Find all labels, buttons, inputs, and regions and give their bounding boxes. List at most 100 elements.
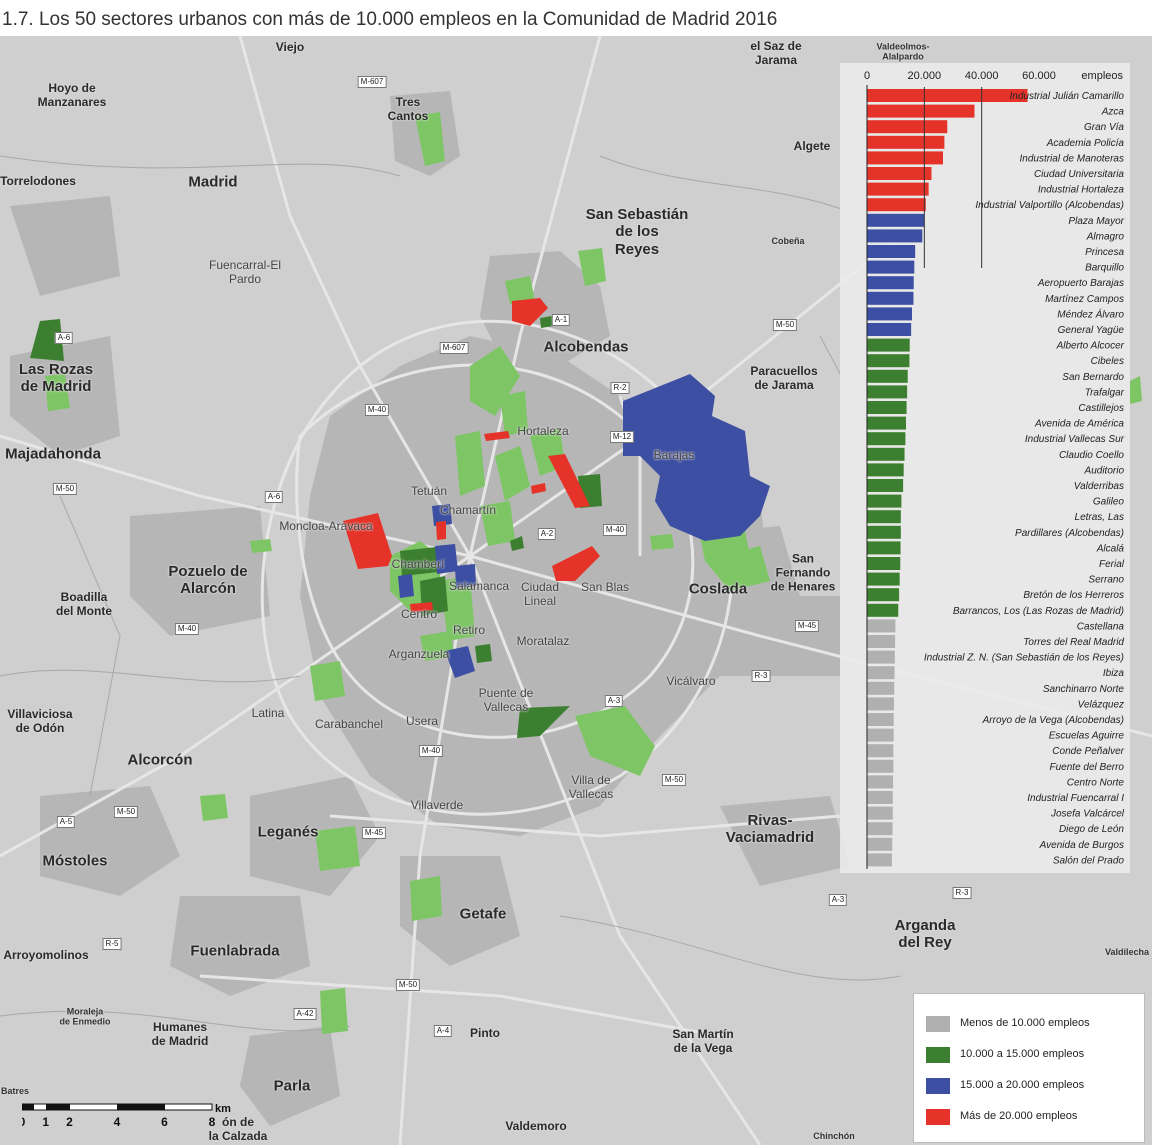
bar	[867, 619, 896, 633]
place-label: Arganzuela	[388, 647, 450, 662]
bar	[867, 104, 975, 118]
place-label: San Martín de la Vega	[672, 1027, 734, 1055]
bar-label: General Yagüe	[1058, 325, 1125, 336]
place-label: Alcobendas	[543, 338, 629, 356]
place-label: Usera	[405, 714, 439, 729]
place-label: Latina	[251, 706, 285, 721]
bar-label: Trafalgar	[1085, 387, 1125, 398]
road-shield: M-50	[395, 979, 421, 991]
legend-label: 10.000 a 15.000 empleos	[960, 1048, 1085, 1060]
bar	[867, 182, 929, 196]
place-label: Chamartín	[439, 503, 497, 518]
place-label: Valdeolmos- Alalpardo	[876, 41, 930, 62]
place-label: Salamanca	[448, 579, 510, 594]
x-tick-label: 0	[864, 70, 870, 82]
bar	[867, 245, 916, 258]
place-label: Arganda del Rey	[894, 916, 956, 951]
place-label: Fuencarral-El Pardo	[208, 258, 282, 286]
legend-label: 15.000 a 20.000 empleos	[960, 1079, 1085, 1091]
bar	[867, 89, 1028, 102]
bar-label: Serrano	[1088, 575, 1124, 586]
place-label: Cobeña	[771, 235, 805, 246]
place-label: Moraleja de Enmedio	[59, 1006, 111, 1027]
place-label: Torrelodones	[0, 174, 76, 189]
place-label: San Fernando de Henares	[770, 551, 836, 593]
place-label: Leganés	[257, 823, 319, 841]
bar-label: Bretón de los Herreros	[1023, 590, 1124, 601]
bar	[867, 167, 932, 180]
road-shield: M-45	[794, 620, 820, 632]
place-label: Humanes de Madrid	[151, 1020, 209, 1048]
base-map	[0, 36, 1152, 1145]
bar-label: Barquillo	[1085, 263, 1124, 274]
map-title: 1.7. Los 50 sectores urbanos con más de …	[0, 0, 1152, 36]
place-label: Moratalaz	[516, 634, 570, 649]
bar	[867, 385, 908, 399]
bar	[867, 666, 895, 680]
bar	[867, 822, 893, 836]
bar-label: Letras, Las	[1075, 512, 1124, 523]
road-shield: A-5	[56, 816, 76, 828]
bar	[867, 229, 923, 243]
road-shield: M-607	[439, 342, 469, 354]
bar	[867, 323, 912, 336]
bar-label: Ciudad Universitaria	[1034, 169, 1124, 180]
bar	[867, 837, 893, 851]
scale-tick-label: 4	[114, 1115, 121, 1129]
bar	[867, 416, 906, 430]
road-shield: R-2	[610, 382, 630, 394]
place-label: Retiro	[452, 623, 486, 638]
bar	[867, 853, 892, 867]
x-tick-label: 40.000	[965, 70, 999, 82]
place-label: Villaviciosa de Odón	[7, 707, 73, 735]
bar	[867, 572, 900, 586]
bar-label: Salón del Prado	[1053, 855, 1125, 866]
road-shield: A-1	[551, 314, 571, 326]
bar	[867, 135, 945, 149]
road-shield: A-6	[264, 491, 284, 503]
bar-label: Ibiza	[1103, 668, 1125, 679]
place-label: Moncloa-Aravaca	[279, 519, 373, 534]
bar	[867, 744, 894, 758]
place-label: Carabanchel	[314, 717, 384, 732]
scale-tick-label: 2	[66, 1115, 73, 1129]
road-shield: M-50	[52, 483, 78, 495]
place-label: Ciudad Lineal	[520, 580, 560, 608]
bar	[867, 681, 895, 695]
legend-swatch	[926, 1109, 950, 1125]
unit-label: empleos	[1081, 70, 1123, 82]
place-label: Madrid	[188, 173, 238, 191]
ranking-chart: 0 20.000 40.000 60.000 empleos Industrial Jul…	[840, 63, 1130, 873]
bar	[867, 479, 904, 492]
place-label: Tres Cantos	[387, 95, 429, 123]
road-shield: M-50	[113, 806, 139, 818]
bar	[867, 307, 913, 321]
bar	[867, 120, 948, 134]
bar-label: Auditorio	[1084, 465, 1125, 476]
x-tick-label: 20.000	[908, 70, 942, 82]
bar-label: Industrial Hortaleza	[1038, 185, 1125, 196]
legend-label: Más de 20.000 empleos	[960, 1110, 1078, 1122]
bar-label: Conde Peñalver	[1052, 746, 1124, 757]
bar-label: Centro Norte	[1067, 777, 1125, 788]
place-label: Tetuán	[410, 484, 448, 499]
bar-label: Avenida de Burgos	[1039, 840, 1124, 851]
legend-swatch	[926, 1016, 950, 1032]
legend-label: Menos de 10.000 empleos	[960, 1017, 1090, 1029]
sectors-red	[343, 298, 600, 612]
bar-label: Industrial Fuencarral I	[1027, 793, 1124, 804]
road-shield: M-40	[418, 745, 444, 757]
scale-bar: 0 1 2 4 6 8km	[19, 1101, 242, 1141]
bar	[867, 151, 943, 165]
road-shield: M-40	[602, 524, 628, 536]
road-shield: R-3	[952, 887, 972, 899]
road-shield: A-3	[604, 695, 624, 707]
bar	[867, 650, 895, 664]
place-label: el Saz de Jarama	[750, 39, 802, 67]
place-label: Chinchón	[813, 1130, 855, 1141]
bar-label: Arroyo de la Vega (Alcobendas)	[982, 715, 1124, 726]
bar-label: Martínez Campos	[1045, 294, 1124, 305]
bar-label: Torres del Real Madrid	[1023, 637, 1124, 648]
road-shield: M-607	[357, 76, 387, 88]
bar-label: Gran Vía	[1084, 122, 1124, 133]
